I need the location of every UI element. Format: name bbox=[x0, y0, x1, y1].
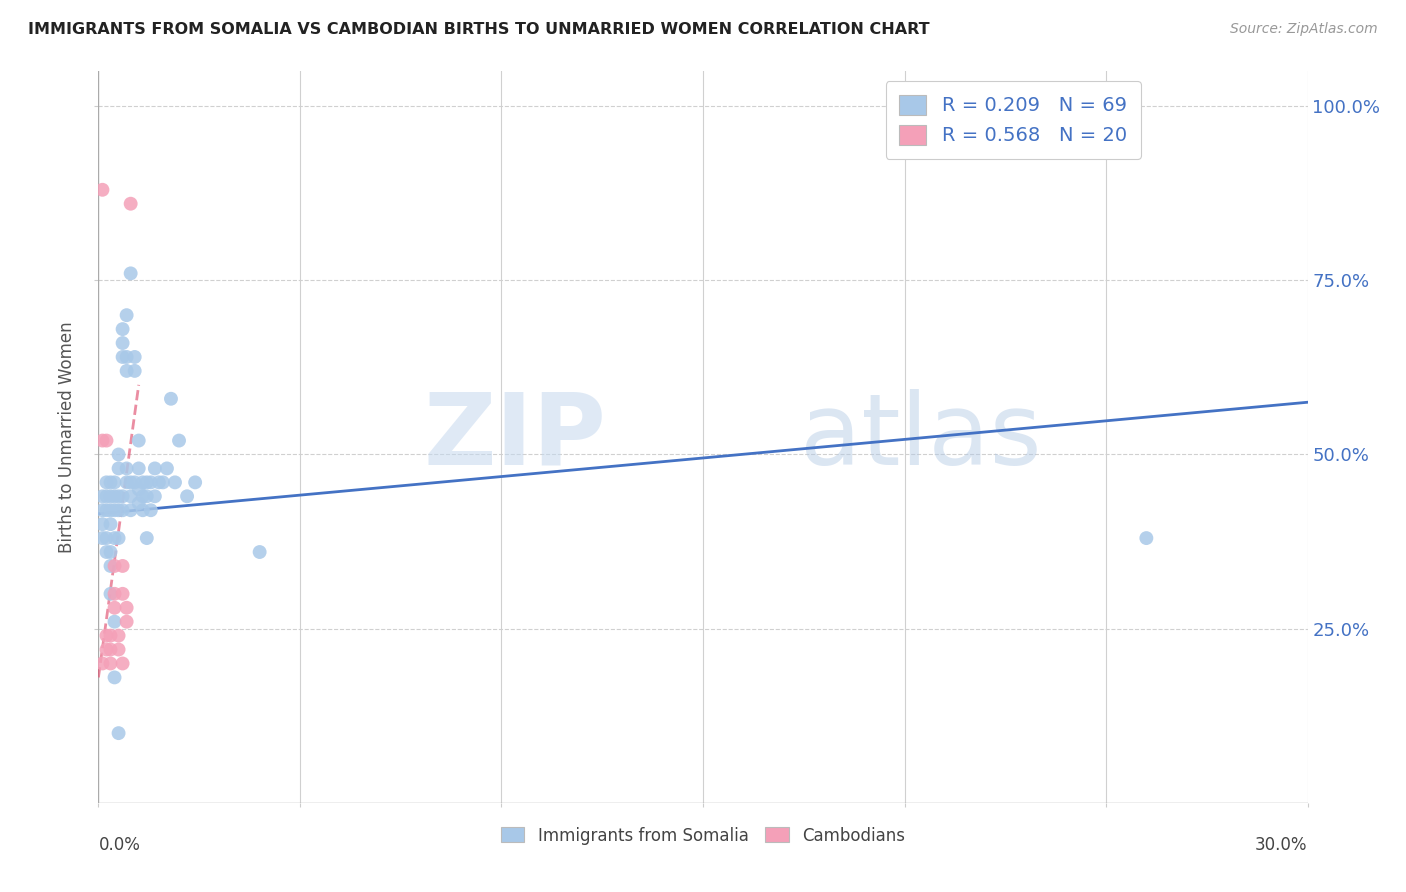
Point bbox=[96, 642, 118, 657]
Point bbox=[120, 475, 142, 490]
Text: ZIP: ZIP bbox=[423, 389, 606, 485]
Point bbox=[120, 503, 142, 517]
Point bbox=[100, 587, 122, 601]
Point bbox=[115, 308, 138, 322]
Point bbox=[96, 489, 118, 503]
Point bbox=[124, 364, 146, 378]
Point bbox=[91, 517, 114, 532]
Point bbox=[96, 503, 118, 517]
Point bbox=[163, 475, 186, 490]
Point bbox=[100, 517, 122, 532]
Point bbox=[107, 461, 129, 475]
Point bbox=[135, 531, 157, 545]
Point bbox=[115, 615, 138, 629]
Point bbox=[103, 475, 125, 490]
Point bbox=[184, 475, 207, 490]
Point bbox=[120, 196, 142, 211]
Point bbox=[139, 503, 162, 517]
Point bbox=[107, 503, 129, 517]
Point bbox=[135, 489, 157, 503]
Point bbox=[103, 503, 125, 517]
Point bbox=[111, 322, 134, 336]
Point bbox=[115, 600, 138, 615]
Point bbox=[111, 350, 134, 364]
Point bbox=[107, 489, 129, 503]
Point bbox=[100, 503, 122, 517]
Point bbox=[111, 657, 134, 671]
Legend: Immigrants from Somalia, Cambodians: Immigrants from Somalia, Cambodians bbox=[492, 818, 914, 853]
Point bbox=[249, 545, 271, 559]
Point bbox=[132, 503, 155, 517]
Point bbox=[160, 392, 183, 406]
Point bbox=[100, 629, 122, 643]
Point bbox=[115, 461, 138, 475]
Point bbox=[107, 726, 129, 740]
Point bbox=[156, 461, 179, 475]
Point bbox=[103, 615, 125, 629]
Point bbox=[152, 475, 174, 490]
Point bbox=[139, 475, 162, 490]
Point bbox=[107, 531, 129, 545]
Y-axis label: Births to Unmarried Women: Births to Unmarried Women bbox=[58, 321, 76, 553]
Point bbox=[103, 670, 125, 684]
Point bbox=[103, 531, 125, 545]
Text: Source: ZipAtlas.com: Source: ZipAtlas.com bbox=[1230, 22, 1378, 37]
Text: 30.0%: 30.0% bbox=[1256, 836, 1308, 854]
Point bbox=[100, 475, 122, 490]
Point bbox=[103, 489, 125, 503]
Point bbox=[143, 461, 166, 475]
Point bbox=[128, 483, 150, 497]
Point bbox=[100, 657, 122, 671]
Point bbox=[100, 642, 122, 657]
Point bbox=[96, 475, 118, 490]
Point bbox=[100, 489, 122, 503]
Point bbox=[107, 642, 129, 657]
Point bbox=[143, 489, 166, 503]
Point bbox=[96, 629, 118, 643]
Point bbox=[91, 657, 114, 671]
Point bbox=[91, 489, 114, 503]
Point bbox=[91, 434, 114, 448]
Point bbox=[111, 558, 134, 573]
Point bbox=[120, 266, 142, 280]
Point bbox=[124, 350, 146, 364]
Point bbox=[115, 364, 138, 378]
Point bbox=[115, 350, 138, 364]
Point bbox=[120, 489, 142, 503]
Point bbox=[100, 558, 122, 573]
Point bbox=[132, 489, 155, 503]
Point bbox=[100, 545, 122, 559]
Point bbox=[96, 545, 118, 559]
Point bbox=[111, 489, 134, 503]
Point bbox=[103, 600, 125, 615]
Point bbox=[128, 496, 150, 510]
Point bbox=[148, 475, 170, 490]
Point bbox=[107, 448, 129, 462]
Point bbox=[115, 475, 138, 490]
Point bbox=[135, 475, 157, 490]
Point bbox=[111, 587, 134, 601]
Point bbox=[1135, 531, 1157, 545]
Point bbox=[96, 434, 118, 448]
Point bbox=[124, 475, 146, 490]
Point bbox=[111, 336, 134, 351]
Point bbox=[167, 434, 190, 448]
Point bbox=[103, 558, 125, 573]
Point bbox=[107, 629, 129, 643]
Point bbox=[91, 503, 114, 517]
Point bbox=[103, 587, 125, 601]
Point bbox=[176, 489, 198, 503]
Point bbox=[91, 183, 114, 197]
Point bbox=[128, 434, 150, 448]
Text: 0.0%: 0.0% bbox=[98, 836, 141, 854]
Text: atlas: atlas bbox=[800, 389, 1042, 485]
Point bbox=[132, 475, 155, 490]
Point bbox=[128, 461, 150, 475]
Point bbox=[96, 531, 118, 545]
Point bbox=[111, 503, 134, 517]
Text: IMMIGRANTS FROM SOMALIA VS CAMBODIAN BIRTHS TO UNMARRIED WOMEN CORRELATION CHART: IMMIGRANTS FROM SOMALIA VS CAMBODIAN BIR… bbox=[28, 22, 929, 37]
Point bbox=[91, 531, 114, 545]
